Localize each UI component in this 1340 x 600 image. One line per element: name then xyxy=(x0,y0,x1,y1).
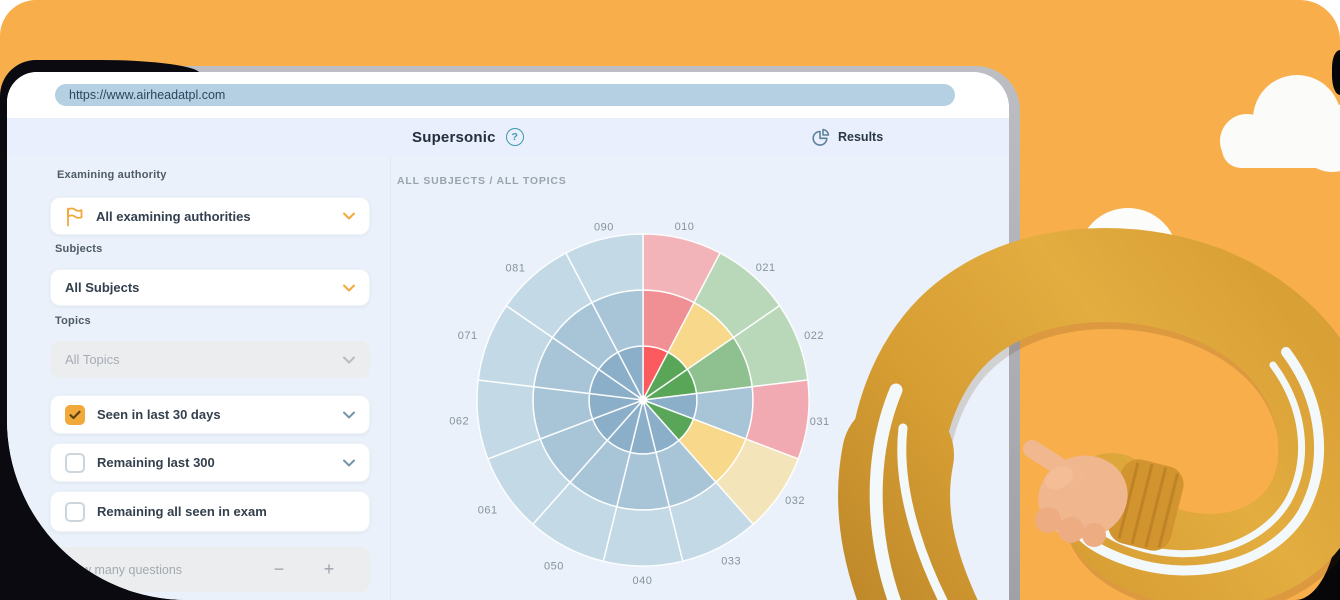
checkbox-unchecked-icon[interactable] xyxy=(65,501,85,522)
chart-sector-label-022: 022 xyxy=(804,330,824,342)
chevron-down-icon xyxy=(343,356,355,364)
chart-sector-label-033: 033 xyxy=(721,555,741,567)
chevron-down-icon xyxy=(343,459,355,467)
chevron-down-icon xyxy=(343,411,355,419)
topics-value: All Topics xyxy=(65,352,120,367)
subjects-dropdown[interactable]: All Subjects xyxy=(50,269,370,306)
chart-sector-label-071: 071 xyxy=(458,330,478,342)
chart-sector-label-062: 062 xyxy=(449,416,469,428)
chart-sector-label-050: 050 xyxy=(544,561,564,573)
plus-button[interactable]: + xyxy=(323,559,335,579)
chart-sector-label-010: 010 xyxy=(675,221,695,233)
breadcrumb: ALL SUBJECTS / ALL TOPICS xyxy=(397,175,567,187)
help-icon[interactable]: ? xyxy=(505,128,524,146)
chart-sector-label-040: 040 xyxy=(632,575,652,587)
examining-authority-value: All examining authorities xyxy=(96,208,251,224)
examining-authority-label: Examining authority xyxy=(57,169,167,181)
browser-window: https://www.airheadatpl.com Supersonic ?… xyxy=(7,72,1009,600)
chevron-down-icon xyxy=(343,284,355,292)
page-title: Supersonic xyxy=(412,128,496,146)
polar-subject-chart: 010 021 022 031 032 033 040 050 061 062 071 081 090 xyxy=(449,221,830,587)
app-header: Supersonic ? Results xyxy=(7,118,1009,157)
chart-sector-label-021: 021 xyxy=(756,262,776,274)
filter-label: Remaining all seen in exam xyxy=(97,504,267,519)
pie-chart-icon xyxy=(812,128,830,146)
subjects-value: All Subjects xyxy=(65,280,140,295)
chart-sector-label-081: 081 xyxy=(505,262,525,274)
chart-sector-label-061: 061 xyxy=(478,505,498,517)
minus-button[interactable]: − xyxy=(273,559,285,579)
black-edge-decoration xyxy=(1332,50,1340,95)
chart-sector-label-032: 032 xyxy=(785,495,805,507)
chart-sector-label-090: 090 xyxy=(594,221,614,233)
filter-remaining-last-300[interactable]: Remaining last 300 xyxy=(50,443,370,482)
filter-seen-last-30-days[interactable]: Seen in last 30 days xyxy=(50,395,370,434)
address-bar[interactable]: https://www.airheadatpl.com xyxy=(55,84,955,106)
main-content: Examining authority All examining author… xyxy=(7,156,1009,600)
results-label: Results xyxy=(838,130,884,144)
filter-remaining-all-seen[interactable]: Remaining all seen in exam xyxy=(50,491,370,532)
checkbox-unchecked-icon[interactable] xyxy=(65,452,85,473)
subjects-label: Subjects xyxy=(55,243,103,255)
app-title-group: Supersonic ? xyxy=(412,118,524,156)
checkbox-checked-icon[interactable] xyxy=(65,404,85,425)
filter-label: Remaining last 300 xyxy=(97,455,215,470)
question-count-stepper: How many questions − + xyxy=(50,547,370,592)
chevron-down-icon xyxy=(343,212,355,220)
stepper-label: How many questions xyxy=(66,562,183,577)
browser-topbar: https://www.airheadatpl.com xyxy=(7,72,1009,118)
filter-label: Seen in last 30 days xyxy=(97,407,221,422)
chart-center-dot xyxy=(638,395,648,405)
chart-sector-label-031: 031 xyxy=(810,416,830,428)
topics-label: Topics xyxy=(55,315,91,327)
sidebar-divider xyxy=(390,156,391,600)
chart-cell-090-ring3[interactable] xyxy=(564,233,644,304)
results-button[interactable]: Results xyxy=(811,118,883,156)
topics-dropdown-disabled: All Topics xyxy=(50,341,370,378)
flag-icon xyxy=(67,206,83,226)
examining-authority-dropdown[interactable]: All examining authorities xyxy=(50,197,370,235)
